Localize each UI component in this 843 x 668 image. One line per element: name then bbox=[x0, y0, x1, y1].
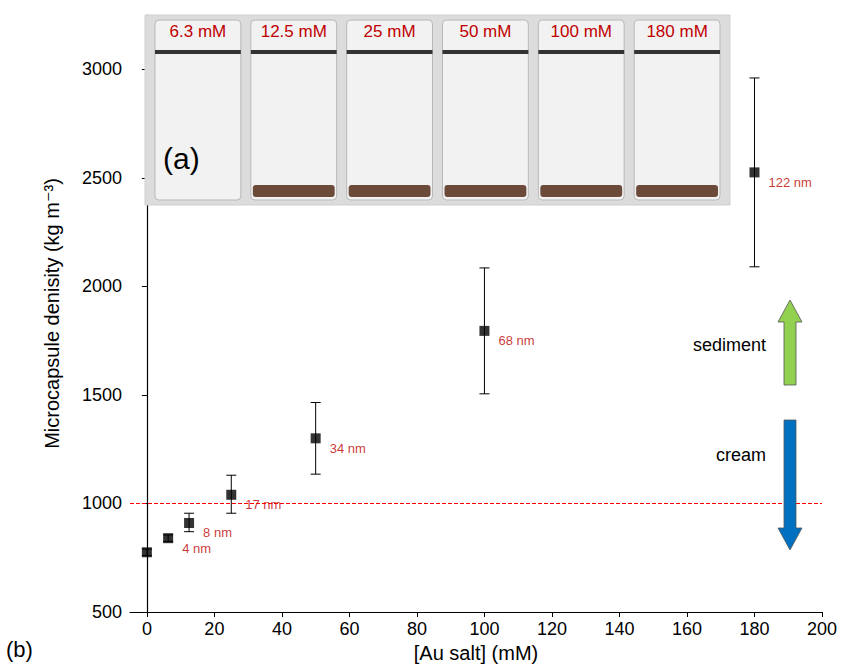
svg-text:sediment: sediment bbox=[693, 335, 766, 355]
svg-text:68 nm: 68 nm bbox=[498, 333, 534, 348]
svg-text:25 mM: 25 mM bbox=[364, 22, 416, 41]
svg-text:0: 0 bbox=[142, 619, 152, 639]
svg-text:cream: cream bbox=[716, 445, 766, 465]
svg-text:80: 80 bbox=[407, 619, 427, 639]
svg-text:200: 200 bbox=[807, 619, 837, 639]
svg-text:[Au salt] (mM): [Au salt] (mM) bbox=[414, 642, 538, 664]
svg-text:120: 120 bbox=[537, 619, 567, 639]
svg-text:500: 500 bbox=[92, 602, 122, 622]
svg-text:1500: 1500 bbox=[82, 385, 122, 405]
svg-text:4 nm: 4 nm bbox=[182, 541, 211, 556]
svg-text:8 nm: 8 nm bbox=[203, 525, 232, 540]
svg-text:Microcapsule denisity (kg m⁻³): Microcapsule denisity (kg m⁻³) bbox=[41, 178, 63, 449]
svg-text:100: 100 bbox=[469, 619, 499, 639]
svg-text:2500: 2500 bbox=[82, 168, 122, 188]
svg-text:160: 160 bbox=[672, 619, 702, 639]
svg-text:34 nm: 34 nm bbox=[330, 441, 366, 456]
svg-text:40: 40 bbox=[272, 619, 292, 639]
svg-text:17 nm: 17 nm bbox=[245, 497, 281, 512]
svg-text:2000: 2000 bbox=[82, 276, 122, 296]
svg-text:140: 140 bbox=[604, 619, 634, 639]
svg-text:50 mM: 50 mM bbox=[459, 22, 511, 41]
svg-text:(a): (a) bbox=[163, 142, 200, 175]
svg-text:180 mM: 180 mM bbox=[646, 22, 707, 41]
svg-text:122 nm: 122 nm bbox=[768, 175, 811, 190]
svg-text:12.5 mM: 12.5 mM bbox=[261, 22, 327, 41]
svg-text:6.3 mM: 6.3 mM bbox=[170, 22, 227, 41]
svg-text:20: 20 bbox=[204, 619, 224, 639]
svg-text:(b): (b) bbox=[6, 637, 33, 662]
svg-text:180: 180 bbox=[739, 619, 769, 639]
svg-text:60: 60 bbox=[339, 619, 359, 639]
svg-text:3000: 3000 bbox=[82, 59, 122, 79]
svg-text:100 mM: 100 mM bbox=[551, 22, 612, 41]
svg-text:1000: 1000 bbox=[82, 493, 122, 513]
